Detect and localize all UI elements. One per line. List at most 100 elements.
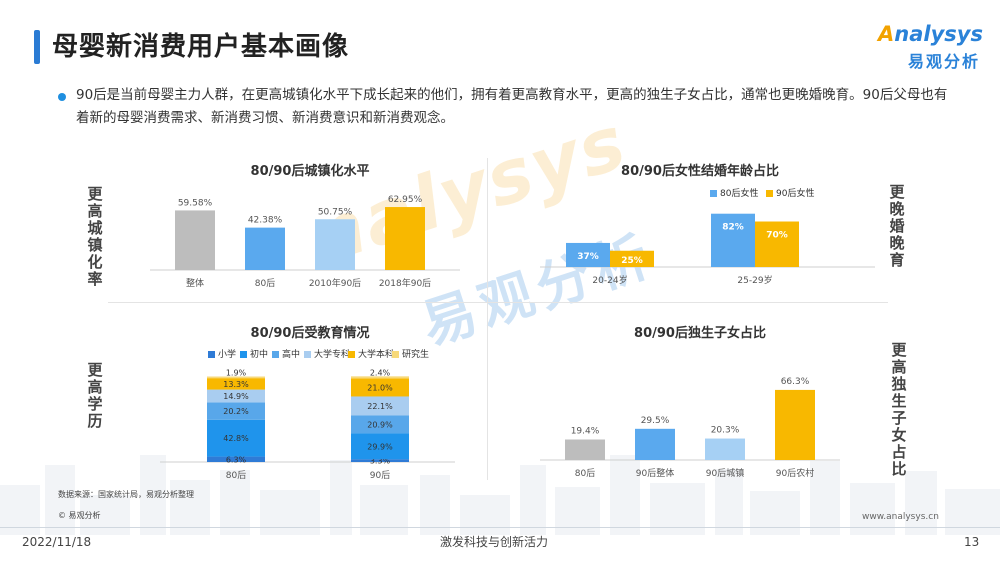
tick-label: 90后城镇 [706, 467, 744, 479]
legend-label: 80后女性 [720, 189, 759, 199]
data-source-note: 数据来源：国家统计局，易观分析整理 [58, 490, 194, 499]
legend-swatch [208, 351, 215, 358]
background-skyline [0, 455, 1000, 535]
stack-segment [207, 378, 265, 390]
tick-label: 80后 [575, 468, 595, 479]
data-label: 29.9% [367, 442, 393, 451]
copyright: © 易观分析 [58, 511, 101, 520]
stack-segment [351, 415, 409, 434]
bar [705, 438, 745, 460]
data-label: 20.9% [367, 420, 393, 429]
footer-slogan: 激发科技与创新活力 [440, 535, 549, 549]
bar [566, 242, 610, 267]
stack-segment [207, 456, 265, 462]
tick-label: 2018年90后 [379, 277, 431, 289]
legend-label: 90后女性 [776, 189, 815, 199]
legend-item: 大学本科 [348, 347, 394, 360]
data-label: 13.3% [223, 380, 249, 389]
legend-item: 高中 [272, 347, 300, 360]
data-label: 62.95% [388, 195, 423, 205]
tick-label: 80后 [255, 278, 275, 289]
legend-item: 小学 [208, 347, 236, 360]
legend-label: 大学本科 [358, 350, 395, 360]
tick-label: 80后 [226, 470, 246, 481]
bar [175, 210, 215, 270]
data-label: 14.9% [223, 392, 249, 401]
chart-title-urban: 80/90后城镇化水平 [250, 164, 370, 179]
website-link[interactable]: www.analysys.cn [862, 512, 939, 522]
legend-label: 大学专科 [314, 350, 351, 360]
analysys-logo: Analysys 易观分析 [878, 22, 988, 72]
data-label: 42.38% [248, 216, 283, 226]
footer-date: 2022/11/18 [22, 535, 92, 549]
bar [385, 207, 425, 270]
data-label: 66.3% [781, 377, 810, 387]
legend-item: 80后女性 [710, 186, 758, 199]
footer-divider [0, 527, 1000, 528]
data-label: 42.8% [223, 434, 249, 443]
stack-segment [351, 376, 409, 379]
legend-swatch [304, 351, 311, 358]
stack-segment [351, 378, 409, 397]
legend-item: 研究生 [392, 347, 429, 360]
stack-segment [207, 389, 265, 403]
legend-label: 初中 [250, 350, 269, 360]
data-label: 50.75% [318, 207, 353, 217]
data-label: 70% [766, 231, 788, 241]
bar [755, 221, 799, 267]
legend-item: 初中 [240, 347, 268, 360]
chart-title-only-child: 80/90后独生子女占比 [634, 326, 766, 341]
data-label: 3.3% [370, 457, 391, 466]
bar [635, 428, 675, 460]
page-number: 13 [964, 535, 980, 549]
bar [315, 219, 355, 270]
bar [775, 389, 815, 460]
data-label: 21.0% [367, 383, 393, 392]
bar [711, 213, 755, 267]
logo-en: nalysys [894, 22, 983, 46]
legend-swatch [348, 351, 355, 358]
tick-label: 整体 [186, 277, 204, 289]
legend-item: 90后女性 [766, 186, 814, 199]
chart-title-education: 80/90后受教育情况 [250, 326, 370, 341]
side-label-education: 更高学历 [87, 361, 103, 430]
tick-label: 2010年90后 [309, 277, 361, 289]
page-title: 母婴新消费用户基本画像 [52, 32, 350, 62]
bullet-dot-icon [58, 93, 66, 101]
chart-marriage: 37% 25% 20-24岁 82% 70% 25-29岁 [540, 213, 875, 286]
legend-label: 小学 [218, 350, 237, 360]
data-label: 37% [577, 252, 599, 262]
intro-text: 90后是当前母婴主力人群，在更高城镇化水平下成长起来的他们，拥有着更高教育水平，… [76, 87, 948, 126]
data-label: 20.2% [223, 407, 249, 416]
side-label-marriage: 更晚婚晚育 [889, 183, 905, 269]
tick-label: 20-24岁 [592, 274, 627, 286]
data-label: 19.4% [571, 426, 600, 436]
legend-label: 研究生 [402, 350, 430, 360]
tick-label: 90后整体 [636, 467, 674, 479]
tick-label: 25-29岁 [737, 274, 772, 286]
legend-item: 大学专科 [304, 347, 350, 360]
bar [610, 250, 654, 267]
side-label-urban: 更高城镇化率 [87, 185, 103, 288]
quadrant-divider-vertical [487, 158, 488, 480]
stack-segment [351, 459, 409, 462]
tick-label: 90后农村 [776, 467, 814, 479]
legend-label: 高中 [282, 350, 301, 360]
bar [565, 439, 605, 460]
stack-segment [207, 419, 265, 457]
stack-segment [207, 376, 265, 379]
legend-swatch [272, 351, 279, 358]
bar [245, 227, 285, 270]
stack-segment [207, 402, 265, 420]
title-accent-bar [34, 30, 40, 64]
stack-segment [351, 433, 409, 460]
legend-swatch [240, 351, 247, 358]
legend-swatch [710, 190, 717, 197]
chart-only-child: 19.4% 80后 29.5% 90后整体 20.3% 90后城镇 66.3% 90后农村 [540, 377, 840, 479]
chart-education: 6.3% 42.8% 20.2% 14.9% 13.3% 1.9% 80后 3.3% 29.9%… [160, 368, 455, 481]
side-label-only-child: 更高独生子女占比 [891, 341, 907, 478]
logo-cn: 易观分析 [908, 52, 981, 71]
data-label: 1.9% [226, 369, 247, 378]
data-label: 2.4% [370, 368, 391, 377]
logo-letter-a: A [878, 22, 895, 46]
